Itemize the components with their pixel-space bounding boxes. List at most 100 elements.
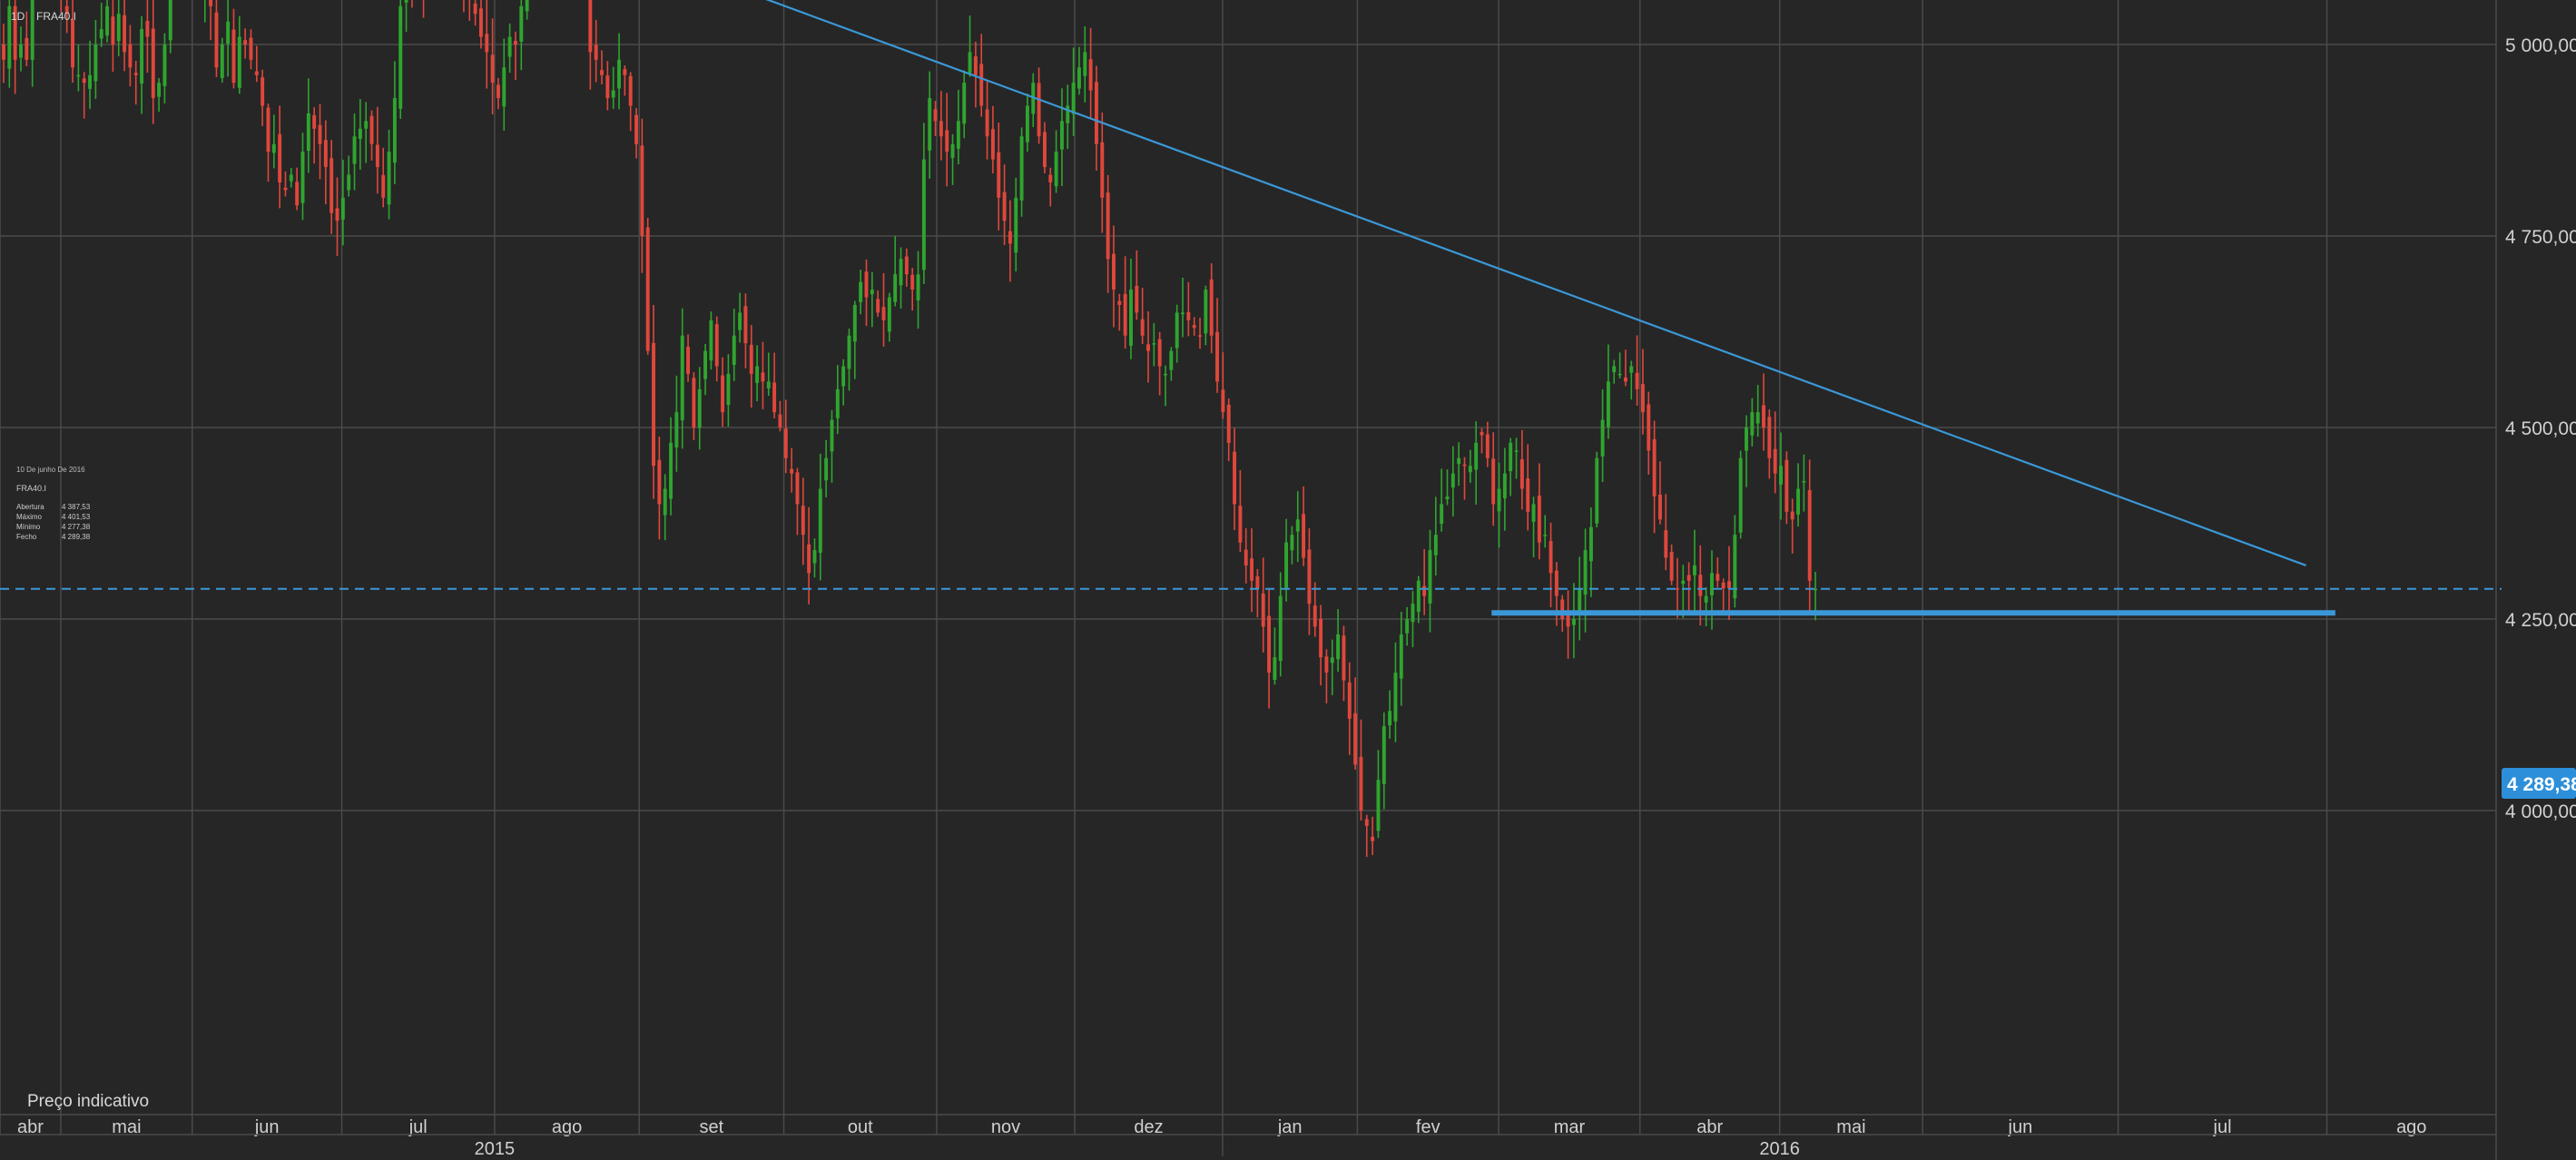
x-tick-label: nov — [991, 1117, 1020, 1137]
info-label-close: Fecho — [16, 533, 37, 541]
candle-body — [778, 414, 782, 428]
candle-body — [519, 5, 524, 42]
candle-body — [628, 75, 633, 106]
candle-body — [1140, 319, 1145, 336]
candle-body — [162, 44, 167, 86]
symbol-label[interactable]: FRA40.I — [36, 10, 76, 23]
candle-body — [950, 143, 955, 159]
year-label: 2015 — [475, 1139, 516, 1159]
candle-body — [749, 344, 753, 374]
candle-body — [1773, 448, 1777, 474]
candle-body — [1157, 339, 1162, 367]
y-tick-label: 4 750,00 — [2505, 227, 2576, 248]
candle-body — [1440, 504, 1444, 525]
candle-body — [864, 271, 869, 298]
candle-body — [358, 128, 362, 140]
candle-body — [1755, 412, 1760, 424]
candle-body — [369, 115, 374, 144]
candle-body — [979, 64, 984, 106]
candle-body — [1779, 466, 1783, 485]
y-tick-label: 4 250,00 — [2505, 610, 2576, 631]
current-price-marker[interactable]: 4 289,38 — [2502, 768, 2576, 799]
candle-body — [1578, 588, 1582, 611]
candle-body — [1675, 588, 1679, 590]
candle-body — [485, 34, 489, 53]
candle-body — [962, 83, 967, 124]
candle-body — [1807, 489, 1812, 581]
candle-body — [611, 90, 615, 98]
candle-body — [1727, 581, 1731, 589]
candle-body — [249, 37, 253, 60]
candle-body — [1192, 325, 1196, 329]
candle-body — [1376, 780, 1381, 831]
candle-body — [352, 136, 357, 164]
candle-body — [600, 70, 604, 75]
candle-body — [1204, 290, 1208, 334]
info-value-low: 4 277,38 — [62, 523, 91, 531]
candle-body — [340, 197, 345, 220]
candle-body — [387, 152, 391, 205]
x-tick-label: ago — [552, 1117, 582, 1137]
year-label: 2016 — [1759, 1139, 1800, 1159]
candle-body — [652, 342, 656, 467]
candle-body — [335, 208, 339, 221]
candle-body — [772, 382, 777, 413]
candle-body — [116, 14, 121, 42]
candle-body — [703, 350, 708, 379]
candle-body — [588, 0, 593, 53]
candle-body — [271, 143, 276, 153]
info-label-high: Máximo — [16, 513, 43, 521]
candle-body — [1738, 457, 1743, 533]
candle-body — [1785, 459, 1789, 512]
candle-body — [1571, 619, 1576, 625]
candle-body — [1175, 312, 1179, 349]
candle-body — [876, 299, 880, 313]
candle-body — [1359, 756, 1363, 811]
candle-body — [916, 274, 920, 300]
current-price-badge — [2502, 768, 2576, 799]
candle-body — [755, 366, 760, 383]
candle-body — [123, 15, 127, 53]
candle-body — [714, 324, 719, 367]
candle-body — [1215, 331, 1219, 382]
candle-body — [478, 8, 483, 37]
candle-body — [1485, 434, 1490, 458]
candle-body — [283, 187, 288, 191]
candle-body — [1560, 599, 1565, 619]
candle-body — [347, 174, 351, 191]
candle-body — [1278, 595, 1283, 662]
candle-body — [1617, 373, 1622, 376]
candle-body — [680, 335, 684, 421]
candle-body — [1790, 511, 1794, 520]
candle-body — [795, 472, 800, 505]
trend-line[interactable] — [327, 0, 2306, 566]
candle-body — [226, 21, 231, 44]
candle-body — [1250, 558, 1254, 581]
candle-body — [25, 37, 29, 60]
candle-body — [1094, 82, 1098, 144]
candle-body — [1802, 481, 1806, 483]
candle-body — [266, 107, 270, 152]
candle-body — [254, 71, 259, 75]
x-tick-label: jun — [2008, 1117, 2033, 1137]
candle-body — [1704, 595, 1708, 603]
candle-body — [801, 506, 805, 536]
candle-body — [1324, 656, 1329, 673]
candle-body — [1647, 404, 1651, 451]
candle-body — [1181, 312, 1185, 315]
candle-body — [243, 40, 248, 44]
candle-body — [997, 152, 1001, 198]
candle-body — [663, 488, 667, 516]
candle-body — [1514, 450, 1519, 452]
candle-body — [295, 182, 300, 206]
candle-body — [93, 44, 98, 82]
interval-label[interactable]: 1D — [11, 10, 25, 23]
candle-body — [1226, 404, 1231, 443]
candle-body — [1267, 615, 1272, 673]
candle-body — [502, 67, 506, 107]
candle-body — [732, 335, 736, 366]
candle-body — [1152, 343, 1156, 345]
candle-body — [1135, 285, 1139, 313]
candle-body — [1657, 494, 1662, 520]
